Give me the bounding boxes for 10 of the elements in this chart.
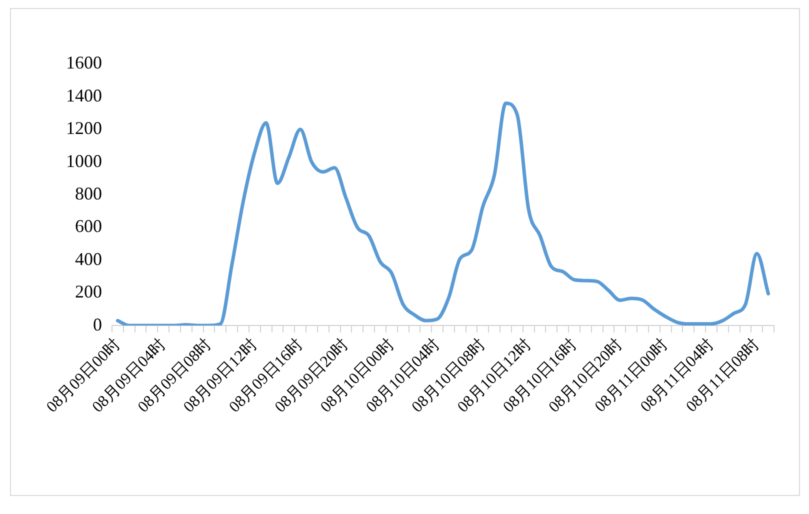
y-tick-label: 1400 xyxy=(66,85,102,106)
y-tick-label: 1000 xyxy=(66,150,102,171)
line-series xyxy=(116,101,770,326)
y-tick-label: 600 xyxy=(75,216,102,236)
y-tick-label: 1200 xyxy=(66,118,102,138)
y-tick-label: 400 xyxy=(75,248,102,269)
y-tick-label: 200 xyxy=(75,282,102,302)
y-tick-label: 0 xyxy=(93,314,102,334)
y-tick-label: 800 xyxy=(75,184,102,204)
y-tick-label: 1600 xyxy=(66,52,102,73)
